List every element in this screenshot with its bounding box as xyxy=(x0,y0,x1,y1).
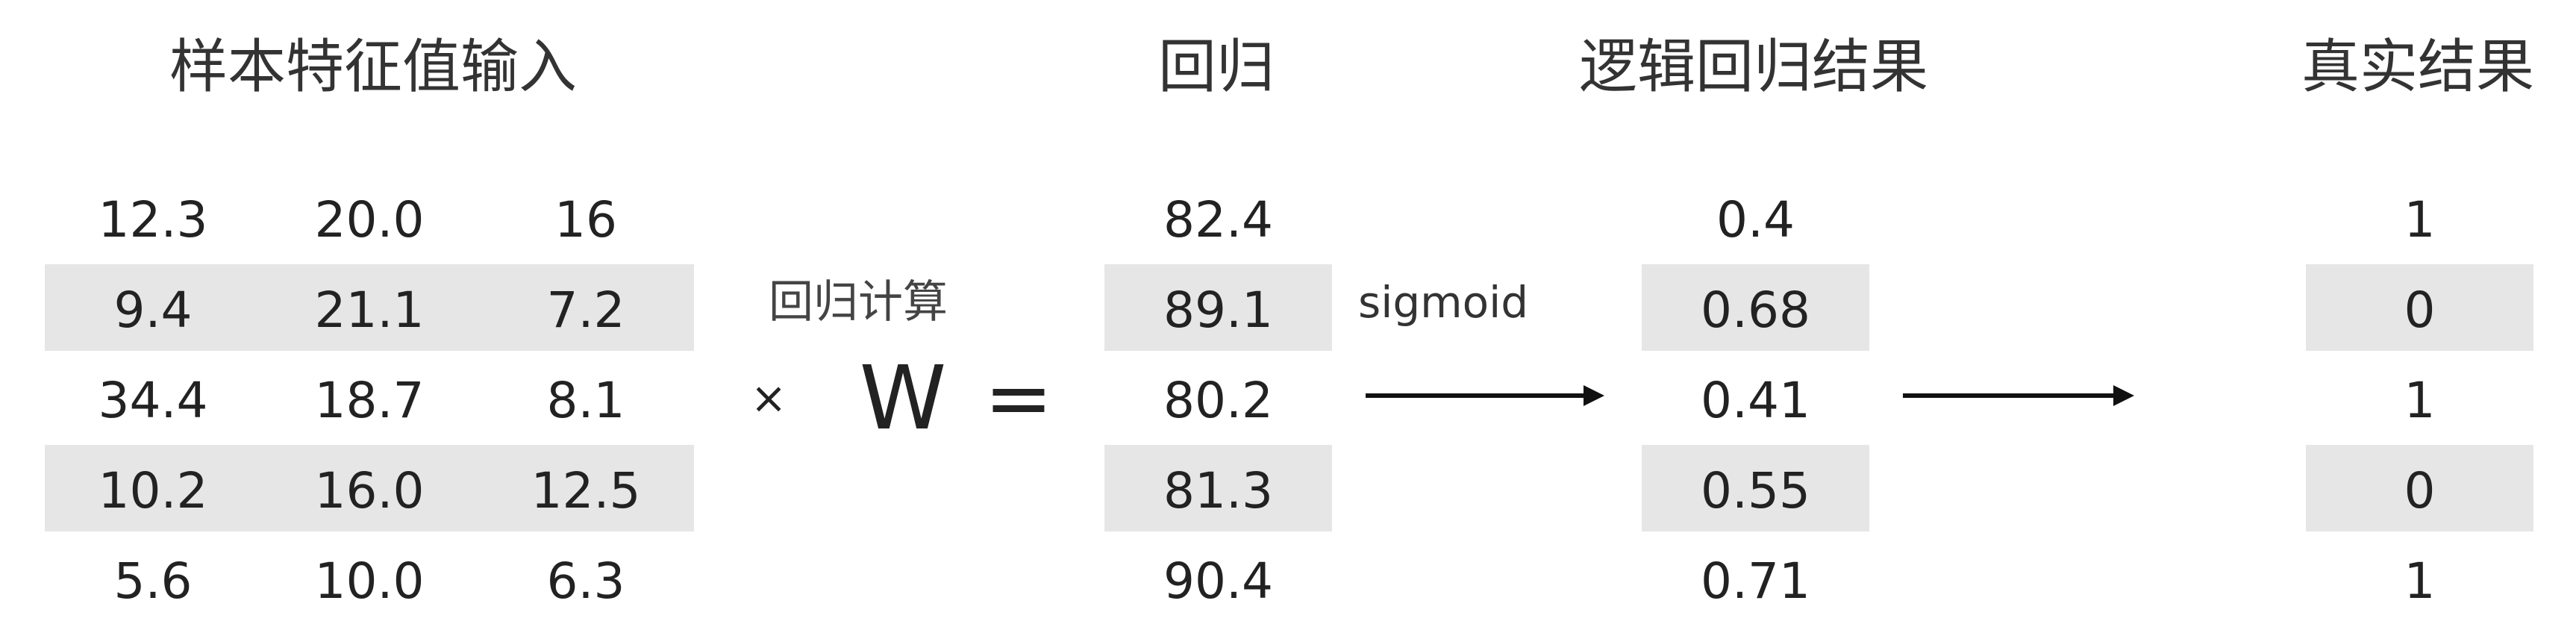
sigmoid-label: sigmoid xyxy=(1358,277,1529,328)
logistic-value: 0.68 xyxy=(1701,281,1810,339)
true-result-value: 0 xyxy=(2404,462,2436,520)
input-cell: 34.4 xyxy=(98,372,208,429)
regression-value: 80.2 xyxy=(1163,372,1273,429)
input-cell: 10.2 xyxy=(98,462,208,520)
logistic-row-2-band xyxy=(1642,264,1869,351)
true-result-value: 0 xyxy=(2404,281,2436,339)
input-cell: 5.6 xyxy=(113,552,193,610)
regression-value: 82.4 xyxy=(1163,191,1273,249)
regression-header: 回归 xyxy=(1157,34,1275,101)
truth-row-2-band xyxy=(2306,264,2533,351)
true-result-header: 真实结果 xyxy=(2301,34,2534,101)
sigmoid-arrow-icon xyxy=(1366,385,1604,406)
logistic-result-header: 逻辑回归结果 xyxy=(1578,34,1928,101)
regression-value: 90.4 xyxy=(1163,552,1273,610)
input-cell: 16.0 xyxy=(314,462,425,520)
logistic-row-4-band xyxy=(1642,445,1869,531)
logistic-value: 0.55 xyxy=(1701,462,1810,520)
input-cell: 12.5 xyxy=(531,462,641,520)
regression-calc-label: 回归计算 xyxy=(769,276,948,328)
regression-value: 89.1 xyxy=(1163,281,1273,339)
input-cell: 8.1 xyxy=(546,372,625,429)
input-cell: 12.3 xyxy=(98,191,208,249)
regression-row-4-band xyxy=(1104,445,1332,531)
input-cell: 21.1 xyxy=(314,281,425,339)
input-cell: 7.2 xyxy=(546,281,625,339)
result-arrow-icon xyxy=(1903,385,2134,406)
input-cell: 10.0 xyxy=(314,552,425,610)
equals-symbol: = xyxy=(984,350,1054,446)
input-row-4-band xyxy=(45,445,694,531)
true-result-value: 1 xyxy=(2404,372,2436,429)
input-cell: 9.4 xyxy=(113,281,193,339)
input-cell: 20.0 xyxy=(314,191,425,249)
times-symbol: × xyxy=(750,372,787,423)
input-features-header: 样本特征值输入 xyxy=(169,34,577,101)
logistic-value: 0.71 xyxy=(1701,552,1810,610)
truth-row-4-band xyxy=(2306,445,2533,531)
regression-row-2-band xyxy=(1104,264,1332,351)
input-cell: 16 xyxy=(554,191,617,249)
weight-symbol: W xyxy=(859,346,947,449)
true-result-value: 1 xyxy=(2404,191,2436,249)
input-cell: 18.7 xyxy=(314,372,425,429)
regression-value: 81.3 xyxy=(1163,462,1273,520)
logistic-value: 0.41 xyxy=(1701,372,1810,429)
input-row-2-band xyxy=(45,264,694,351)
logistic-value: 0.4 xyxy=(1716,191,1795,249)
input-cell: 6.3 xyxy=(546,552,625,610)
true-result-value: 1 xyxy=(2404,552,2436,610)
